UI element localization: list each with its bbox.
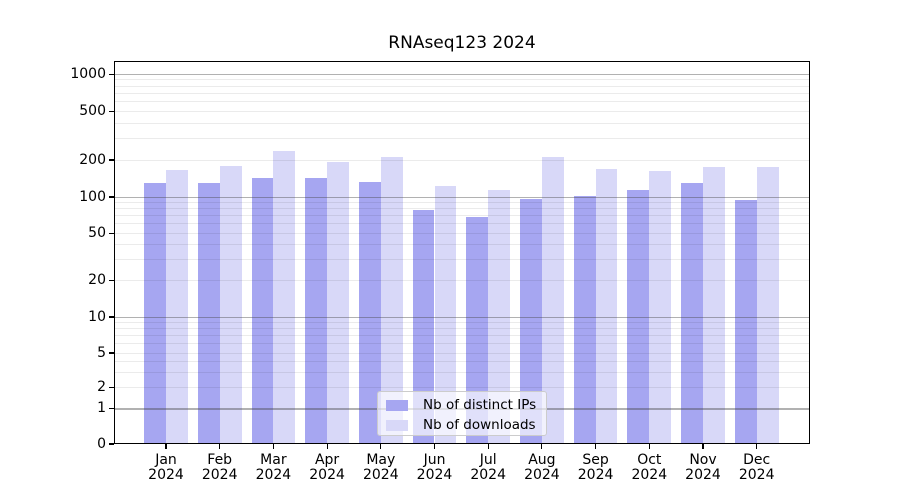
- y-tick-mark-0: [109, 443, 114, 445]
- chart-title: RNAseq123 2024: [388, 33, 536, 53]
- y-tick-mark-2: [109, 387, 114, 389]
- x-tick-label-jan-2024: Jan 2024: [148, 452, 184, 483]
- x-tick-mark-12: [756, 444, 758, 449]
- y-tick-label-200: 200: [79, 151, 106, 168]
- x-tick-mark-5: [380, 444, 382, 449]
- x-tick-mark-10: [648, 444, 650, 449]
- bar-distinct-ips-aug-2024: [520, 199, 542, 444]
- x-tick-label-nov-2024: Nov 2024: [685, 452, 721, 483]
- bars-layer: [114, 61, 810, 444]
- y-tick-mark-5: [109, 352, 114, 354]
- bar-downloads-jul-2024: [488, 190, 511, 444]
- x-tick-mark-6: [433, 444, 436, 449]
- legend-swatch-distinct-ips: [386, 399, 408, 411]
- legend-swatch-downloads: [386, 419, 408, 431]
- bar-downloads-oct-2024: [649, 171, 672, 444]
- x-tick-label-apr-2024: Apr 2024: [309, 452, 345, 483]
- x-tick-mark-8: [541, 444, 543, 449]
- y-tick-mark-1: [109, 408, 114, 410]
- y-tick-label-2: 2: [97, 379, 106, 396]
- y-tick-label-1: 1: [97, 400, 106, 417]
- x-tick-mark-11: [702, 444, 704, 449]
- bar-distinct-ips-jan-2024: [144, 183, 166, 444]
- y-tick-label-1000: 1000: [70, 65, 106, 82]
- y-tick-label-5: 5: [97, 344, 106, 361]
- y-tick-label-10: 10: [88, 308, 106, 325]
- y-tick-mark-20: [109, 280, 114, 282]
- x-tick-label-oct-2024: Oct 2024: [631, 452, 668, 483]
- bar-distinct-ips-jul-2024: [466, 217, 489, 444]
- legend-label-downloads: Nb of downloads: [423, 417, 536, 433]
- y-tick-mark-1000: [109, 73, 114, 75]
- bar-downloads-may-2024: [380, 157, 403, 444]
- y-tick-mark-10: [109, 316, 114, 318]
- bar-distinct-ips-oct-2024: [627, 190, 650, 444]
- x-tick-mark-3: [272, 444, 274, 449]
- x-tick-label-mar-2024: Mar 2024: [255, 452, 292, 483]
- x-tick-label-jul-2024: Jul 2024: [470, 452, 506, 483]
- bar-distinct-ips-may-2024: [358, 181, 381, 444]
- legend: Nb of distinct IPs Nb of downloads: [377, 391, 547, 436]
- y-tick-label-0: 0: [97, 435, 106, 452]
- bar-downloads-sep-2024: [595, 169, 618, 444]
- bar-distinct-ips-feb-2024: [197, 183, 220, 444]
- y-tick-mark-200: [109, 159, 114, 161]
- y-tick-label-20: 20: [88, 272, 106, 289]
- plot-area: Nb of distinct IPs Nb of downloads: [114, 61, 810, 444]
- bar-downloads-mar-2024: [273, 151, 296, 444]
- bar-distinct-ips-mar-2024: [251, 178, 274, 444]
- x-tick-mark-9: [595, 444, 597, 449]
- legend-item-downloads: Nb of downloads: [378, 415, 546, 435]
- bar-distinct-ips-nov-2024: [681, 183, 703, 444]
- legend-item-distinct-ips: Nb of distinct IPs: [378, 395, 546, 415]
- bar-distinct-ips-apr-2024: [305, 177, 328, 444]
- x-tick-mark-7: [487, 444, 489, 449]
- bar-downloads-dec-2024: [756, 166, 779, 444]
- bar-downloads-jun-2024: [434, 186, 457, 444]
- y-tick-mark-100: [109, 196, 114, 198]
- x-tick-label-jun-2024: Jun 2024: [416, 452, 453, 483]
- bar-downloads-jan-2024: [166, 170, 188, 444]
- bar-distinct-ips-dec-2024: [734, 199, 757, 444]
- bar-downloads-feb-2024: [219, 165, 242, 444]
- bar-downloads-apr-2024: [327, 161, 349, 444]
- x-tick-mark-1: [165, 444, 167, 449]
- x-tick-label-feb-2024: Feb 2024: [201, 452, 238, 483]
- legend-label-distinct-ips: Nb of distinct IPs: [423, 397, 537, 413]
- x-tick-mark-2: [219, 444, 221, 449]
- y-tick-mark-500: [109, 110, 114, 112]
- bar-distinct-ips-sep-2024: [573, 196, 596, 444]
- x-tick-label-aug-2024: Aug 2024: [524, 452, 560, 483]
- y-tick-mark-50: [109, 232, 114, 234]
- x-tick-mark-4: [326, 444, 328, 449]
- y-tick-label-50: 50: [88, 224, 106, 241]
- y-tick-label-100: 100: [79, 188, 106, 205]
- bar-distinct-ips-jun-2024: [412, 209, 435, 444]
- x-tick-label-may-2024: May 2024: [362, 452, 399, 483]
- x-tick-label-sep-2024: Sep 2024: [577, 452, 614, 483]
- y-tick-label-500: 500: [79, 102, 106, 119]
- x-tick-label-dec-2024: Dec 2024: [738, 452, 775, 483]
- bar-downloads-nov-2024: [703, 166, 725, 444]
- bar-downloads-aug-2024: [541, 157, 564, 444]
